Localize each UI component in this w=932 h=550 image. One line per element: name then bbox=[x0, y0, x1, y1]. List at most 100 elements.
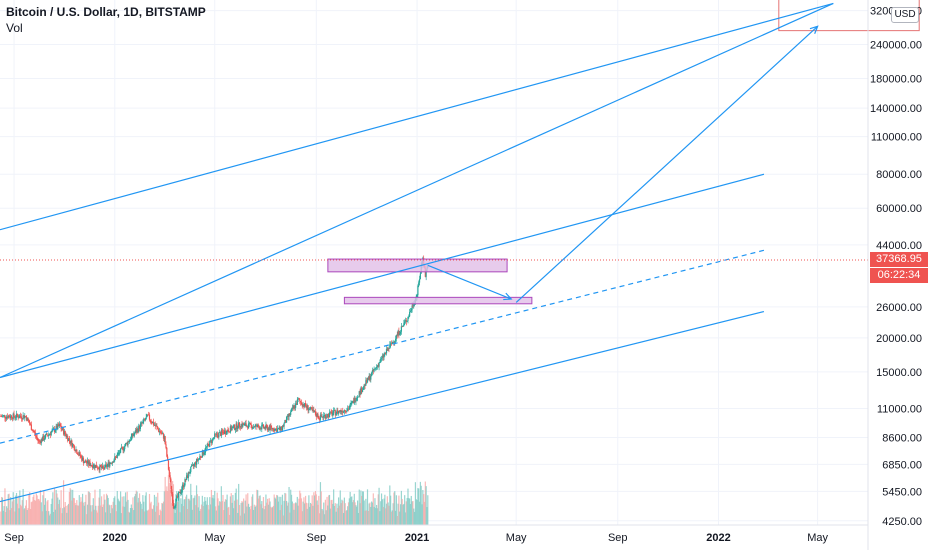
volume-bar bbox=[195, 505, 197, 525]
candle-body bbox=[105, 464, 107, 466]
volume-bar bbox=[268, 498, 270, 525]
price-tick-label: 140000.00 bbox=[870, 103, 922, 115]
volume-bar bbox=[328, 494, 331, 525]
volume-bar bbox=[16, 503, 18, 525]
volume-bar bbox=[410, 495, 412, 525]
volume-bar bbox=[99, 489, 101, 525]
candle-body bbox=[348, 407, 350, 410]
volume-bar bbox=[301, 511, 303, 525]
candle-body bbox=[332, 413, 334, 416]
volume-bar bbox=[394, 491, 396, 525]
candle-body bbox=[21, 418, 23, 420]
volume-bar bbox=[81, 501, 83, 525]
candle-body bbox=[371, 372, 373, 377]
volume-bar bbox=[86, 514, 88, 525]
candle-body bbox=[412, 305, 414, 307]
volume-bar bbox=[143, 501, 145, 525]
candle-body bbox=[105, 464, 108, 467]
trendline bbox=[0, 2, 834, 231]
volume-bar bbox=[300, 498, 303, 525]
volume-bar bbox=[209, 497, 211, 525]
candle-body bbox=[403, 323, 405, 326]
candle-body bbox=[39, 440, 41, 442]
volume-bar bbox=[257, 498, 260, 525]
candle-body bbox=[249, 422, 251, 424]
candle-body bbox=[382, 355, 384, 358]
volume-bar bbox=[397, 503, 399, 525]
candle-body bbox=[402, 325, 404, 327]
candle-body bbox=[185, 479, 187, 481]
volume-bar bbox=[154, 511, 156, 525]
candle-body bbox=[46, 433, 48, 436]
volume-bar bbox=[419, 481, 421, 525]
volume-bar bbox=[333, 505, 336, 525]
volume-bar bbox=[10, 508, 13, 525]
volume-bar bbox=[180, 498, 182, 525]
candle-body bbox=[366, 377, 369, 383]
volume-bar bbox=[218, 505, 220, 525]
volume-bar bbox=[287, 502, 289, 525]
candle-body bbox=[263, 427, 265, 428]
candle-body bbox=[220, 430, 222, 436]
candle-body bbox=[45, 433, 47, 435]
volume-bar bbox=[11, 501, 13, 525]
volume-bar bbox=[386, 496, 388, 525]
volume-bar bbox=[45, 510, 47, 525]
candle-body bbox=[96, 467, 99, 469]
volume-bar bbox=[387, 502, 389, 525]
candle-body bbox=[260, 427, 262, 430]
volume-bar bbox=[249, 509, 251, 525]
volume-bar bbox=[339, 490, 341, 525]
volume-bar bbox=[203, 501, 205, 525]
candle-body bbox=[413, 304, 415, 307]
candle-body bbox=[110, 463, 112, 464]
volume-bar bbox=[15, 492, 18, 525]
candle-body bbox=[102, 465, 104, 468]
candle-body bbox=[419, 273, 421, 280]
candle-body bbox=[101, 465, 104, 469]
candle-body bbox=[279, 427, 281, 430]
candle-body bbox=[78, 452, 80, 455]
candle-body bbox=[93, 464, 95, 467]
candle-body bbox=[299, 399, 301, 402]
candle-body bbox=[20, 416, 23, 419]
candle-body bbox=[338, 411, 340, 414]
volume-bar bbox=[133, 510, 135, 525]
candle-body bbox=[219, 432, 222, 436]
candle-body bbox=[216, 433, 218, 436]
volume-bar bbox=[37, 499, 39, 525]
candle-body bbox=[266, 426, 269, 431]
candle-body bbox=[163, 436, 165, 439]
volume-bar bbox=[71, 500, 73, 525]
volume-indicator-label[interactable]: Vol bbox=[6, 21, 23, 35]
symbol-title[interactable]: Bitcoin / U.S. Dollar, 1D, BITSTAMP bbox=[6, 5, 206, 19]
candle-body bbox=[209, 440, 212, 442]
volume-bar bbox=[417, 488, 419, 525]
volume-bar bbox=[205, 500, 207, 525]
candle-body bbox=[387, 347, 389, 351]
candle-body bbox=[272, 428, 274, 431]
candle-body bbox=[205, 447, 207, 452]
price-axis[interactable]: 320000.00240000.00180000.00140000.001100… bbox=[870, 6, 922, 528]
candle-body bbox=[14, 416, 16, 418]
currency-button[interactable]: USD bbox=[891, 7, 919, 23]
volume-bar bbox=[272, 505, 274, 525]
volume-bar bbox=[374, 498, 376, 525]
price-tick-label: 44000.00 bbox=[876, 240, 922, 252]
candle-body bbox=[115, 456, 117, 458]
volume-bar bbox=[360, 490, 362, 525]
candle-body bbox=[244, 423, 246, 425]
volume-bar bbox=[129, 508, 132, 525]
volume-bar bbox=[106, 495, 108, 525]
volume-bar bbox=[144, 495, 146, 525]
volume-bar bbox=[297, 505, 299, 525]
candle-body bbox=[141, 422, 143, 424]
volume-bar bbox=[271, 507, 274, 525]
volume-bar bbox=[191, 494, 193, 525]
time-axis[interactable]: Sep 2020 May Sep 2021 May Sep 2022 May bbox=[4, 532, 828, 544]
candle-body bbox=[27, 417, 29, 421]
volume-bar bbox=[15, 495, 17, 525]
volume-bar bbox=[349, 491, 351, 525]
candle-body bbox=[72, 444, 75, 446]
